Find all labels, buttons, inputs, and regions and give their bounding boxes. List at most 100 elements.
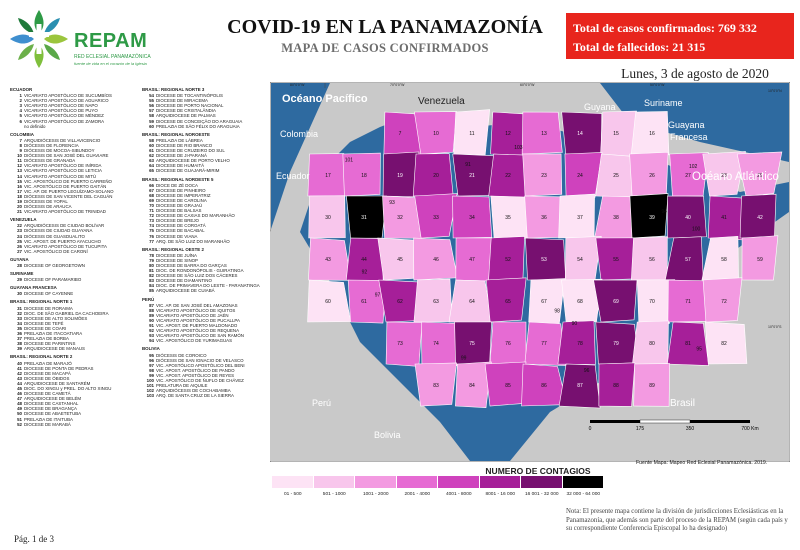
region-number-label: 74	[433, 341, 439, 347]
jurisdiction-name: DIOCESE DE BREJO	[156, 218, 199, 224]
region-number-label: 92	[362, 270, 368, 276]
jurisdiction-number: 61	[149, 148, 154, 154]
jurisdiction-number: 91	[149, 323, 154, 329]
jurisdiction-number: 75	[149, 228, 154, 234]
jurisdiction-item: 67 DIOCESE DE PINHEIRO	[142, 188, 272, 193]
deaths-total: Total de fallecidos: 21 315	[573, 40, 706, 54]
jurisdiction-name: VICARIATO APOSTÓLICO DE REQUENA	[156, 328, 240, 334]
jurisdiction-name: VICARIATO APOSTÓLICO DE AGUARICO	[24, 98, 109, 104]
jurisdiction-item: 6 VICARIATO APOSTÓLICO DE ZAMORA	[10, 119, 140, 124]
region-number-label: 82	[721, 341, 727, 347]
jurisdiction-item: 44 ARQUIDIOCESE DE SANTARÉM	[10, 381, 140, 386]
lon-label-80: 80°0'0"W	[290, 83, 305, 87]
jurisdiction-number: 57	[149, 108, 154, 114]
jurisdiction-item: 99 VIC. APOST. APOSTÓLICO DE REYES	[142, 373, 272, 378]
jurisdiction-number: 83	[149, 278, 154, 284]
jurisdiction-name: DIOCESE DE PINHEIRO	[156, 187, 206, 193]
jurisdiction-number: 4	[19, 108, 22, 114]
jurisdiction-name: VICARIATO APOSTÓLICO DE IQUITOS	[156, 307, 236, 313]
jurisdiction-region	[702, 151, 746, 197]
region-number-label: 80	[649, 341, 655, 347]
region-number-label: 84	[469, 383, 475, 389]
region-number-label: 55	[613, 257, 619, 263]
jurisdiction-name: DIOC. DE RONDONÓPOLIS - GUIRATINGA	[156, 268, 244, 274]
jurisdiction-name: VIC. APOST. APOSTÓLICO DE PANDO	[156, 367, 235, 373]
jurisdiction-item: 54 DIOCESE DE TOCANTINÓPOLIS	[142, 93, 272, 98]
region-number-label: 96	[584, 368, 590, 374]
jurisdiction-region	[455, 361, 492, 409]
jurisdiction-item: 61 DIOCESE DE CRUZEIRO DO SUL	[142, 148, 272, 153]
jurisdiction-list: ECUADOR 1 VICARIATO APOSTÓLICO DE SUCUMBÍO…	[10, 84, 272, 524]
region-number-label: 25	[613, 173, 619, 179]
jurisdiction-name: DIÓCESIS DE SAN JOSÉ DEL GUAVIARE	[24, 153, 109, 159]
jurisdiction-region	[736, 151, 783, 197]
region-number-label: 97	[375, 293, 381, 299]
suriname-label: Suriname	[644, 98, 683, 108]
jurisdiction-number: 29	[17, 277, 22, 283]
jurisdiction-item: 101 PRELATURA DE AIQUILE	[142, 383, 272, 388]
scale-bin	[313, 476, 354, 488]
jurisdiction-item: 103 ARQ. DE SANTA CRUZ DE LA SIERRA	[142, 393, 272, 398]
jurisdiction-item: 66 DIOCE DE ZÉ DOCA	[142, 183, 272, 188]
jurisdiction-region	[633, 363, 670, 407]
region-number-label: 17	[325, 173, 331, 179]
jurisdiction-number: 10	[17, 153, 22, 159]
jurisdiction-number: 85	[149, 288, 154, 294]
scale-0: 0	[589, 426, 592, 432]
repam-logo: REPAM RED ECLESIAL PANAMAZÓNICA fuente d…	[8, 8, 198, 70]
jurisdiction-region	[413, 111, 458, 155]
jurisdiction-number: 98	[149, 367, 154, 373]
org-tagline: fuente de vida en el corazón de la Igles…	[74, 61, 147, 66]
jurisdiction-number: 67	[149, 187, 154, 193]
jurisdiction-number: 46	[17, 391, 22, 397]
atlantic-ocean-label: Océano Atlántico	[692, 171, 779, 183]
jurisdiction-name: DIOCESE DE MIRACEMA	[156, 98, 208, 104]
jurisdiction-item: 58 ARQUIDIOCESE DE PALMAS	[142, 113, 272, 118]
jurisdiction-number: 35	[17, 325, 22, 331]
region-number-label: 39	[649, 215, 655, 221]
region-number-label: 79	[613, 341, 619, 347]
scale-bin-label: 32 000 - 64 000	[566, 492, 601, 497]
region-number-label: 41	[721, 215, 727, 221]
jurisdiction-name: DIÓCESIS DE CIUDAD GUAYANA	[24, 228, 93, 234]
scale-bin	[479, 476, 520, 488]
jurisdiction-item: 25 VIC. APOST. DE PUERTO AYACUCHO	[10, 239, 140, 244]
region-number-label: 23	[541, 173, 547, 179]
jurisdiction-item: 65 DIOCESE DE GUAJARÁ-MIRIM	[142, 168, 272, 173]
region-number-label: 21	[469, 173, 475, 179]
region-number-label: 44	[361, 257, 367, 263]
jurisdiction-item: 28 DIOCESE OF GEORGETOWN	[10, 263, 140, 268]
jurisdiction-name: DIOCESE DE COARI	[24, 325, 67, 331]
jurisdiction-number: 81	[149, 268, 154, 274]
region-number-label: 77	[541, 341, 547, 347]
lat-label-s: 10°0'0"S	[768, 325, 782, 329]
jurisdiction-item: 81 DIOC. DE RONDONÓPOLIS - GUIRATINGA	[142, 268, 272, 273]
jurisdiction-item: 96 DIÓCESIS DE SAN IGNACIO DE VELASCO	[142, 358, 272, 363]
jurisdiction-number: 3	[19, 103, 22, 109]
jurisdiction-region	[414, 193, 458, 239]
jurisdiction-item: 3 VICARIATO APOSTÓLICO DE NAPO	[10, 103, 140, 108]
jurisdiction-number: 78	[149, 252, 154, 258]
jurisdiction-number: 69	[149, 197, 154, 203]
scale-700: 700 Km	[741, 426, 758, 432]
jurisdiction-name: DIOCESE DE ABAETETUBA	[24, 411, 82, 417]
jurisdiction-section: BRASIL: REGIONAL OESTE 2	[142, 246, 204, 252]
jurisdiction-region	[414, 362, 457, 407]
jurisdiction-name: VIC. APOSTÓLICO DE ÑUFLO DE CHÁVEZ	[156, 377, 244, 383]
jurisdiction-item: 14 VICARIATO APOSTÓLICO DE MITÚ	[10, 174, 140, 179]
jurisdiction-name: VICARIATO APOSTÓLICO DE INÍRIDA	[24, 163, 102, 169]
jurisdiction-region	[342, 152, 381, 197]
jurisdiction-region	[448, 279, 493, 324]
jurisdiction-item: 22 ARQUIDIÓCESIS DE CIUDAD BOLÍVAR	[10, 223, 140, 228]
confirmed-total: Total de casos confirmados: 769 332	[573, 21, 757, 35]
jurisdiction-name: DIOCESE DE CAROLINA	[156, 197, 207, 203]
region-number-label: 27	[685, 173, 691, 179]
jurisdiction-number: 14	[17, 173, 22, 179]
jurisdiction-item: 100 VIC. APOSTÓLICO DE ÑUFLO DE CHÁVEZ	[142, 378, 272, 383]
jurisdiction-number: 48	[17, 401, 22, 407]
jurisdiction-number: 68	[149, 192, 154, 198]
lon-label-60: 60°0'0"W	[520, 83, 535, 87]
page-number: Pág. 1 de 3	[14, 534, 54, 544]
jurisdiction-number: 70	[149, 202, 154, 208]
